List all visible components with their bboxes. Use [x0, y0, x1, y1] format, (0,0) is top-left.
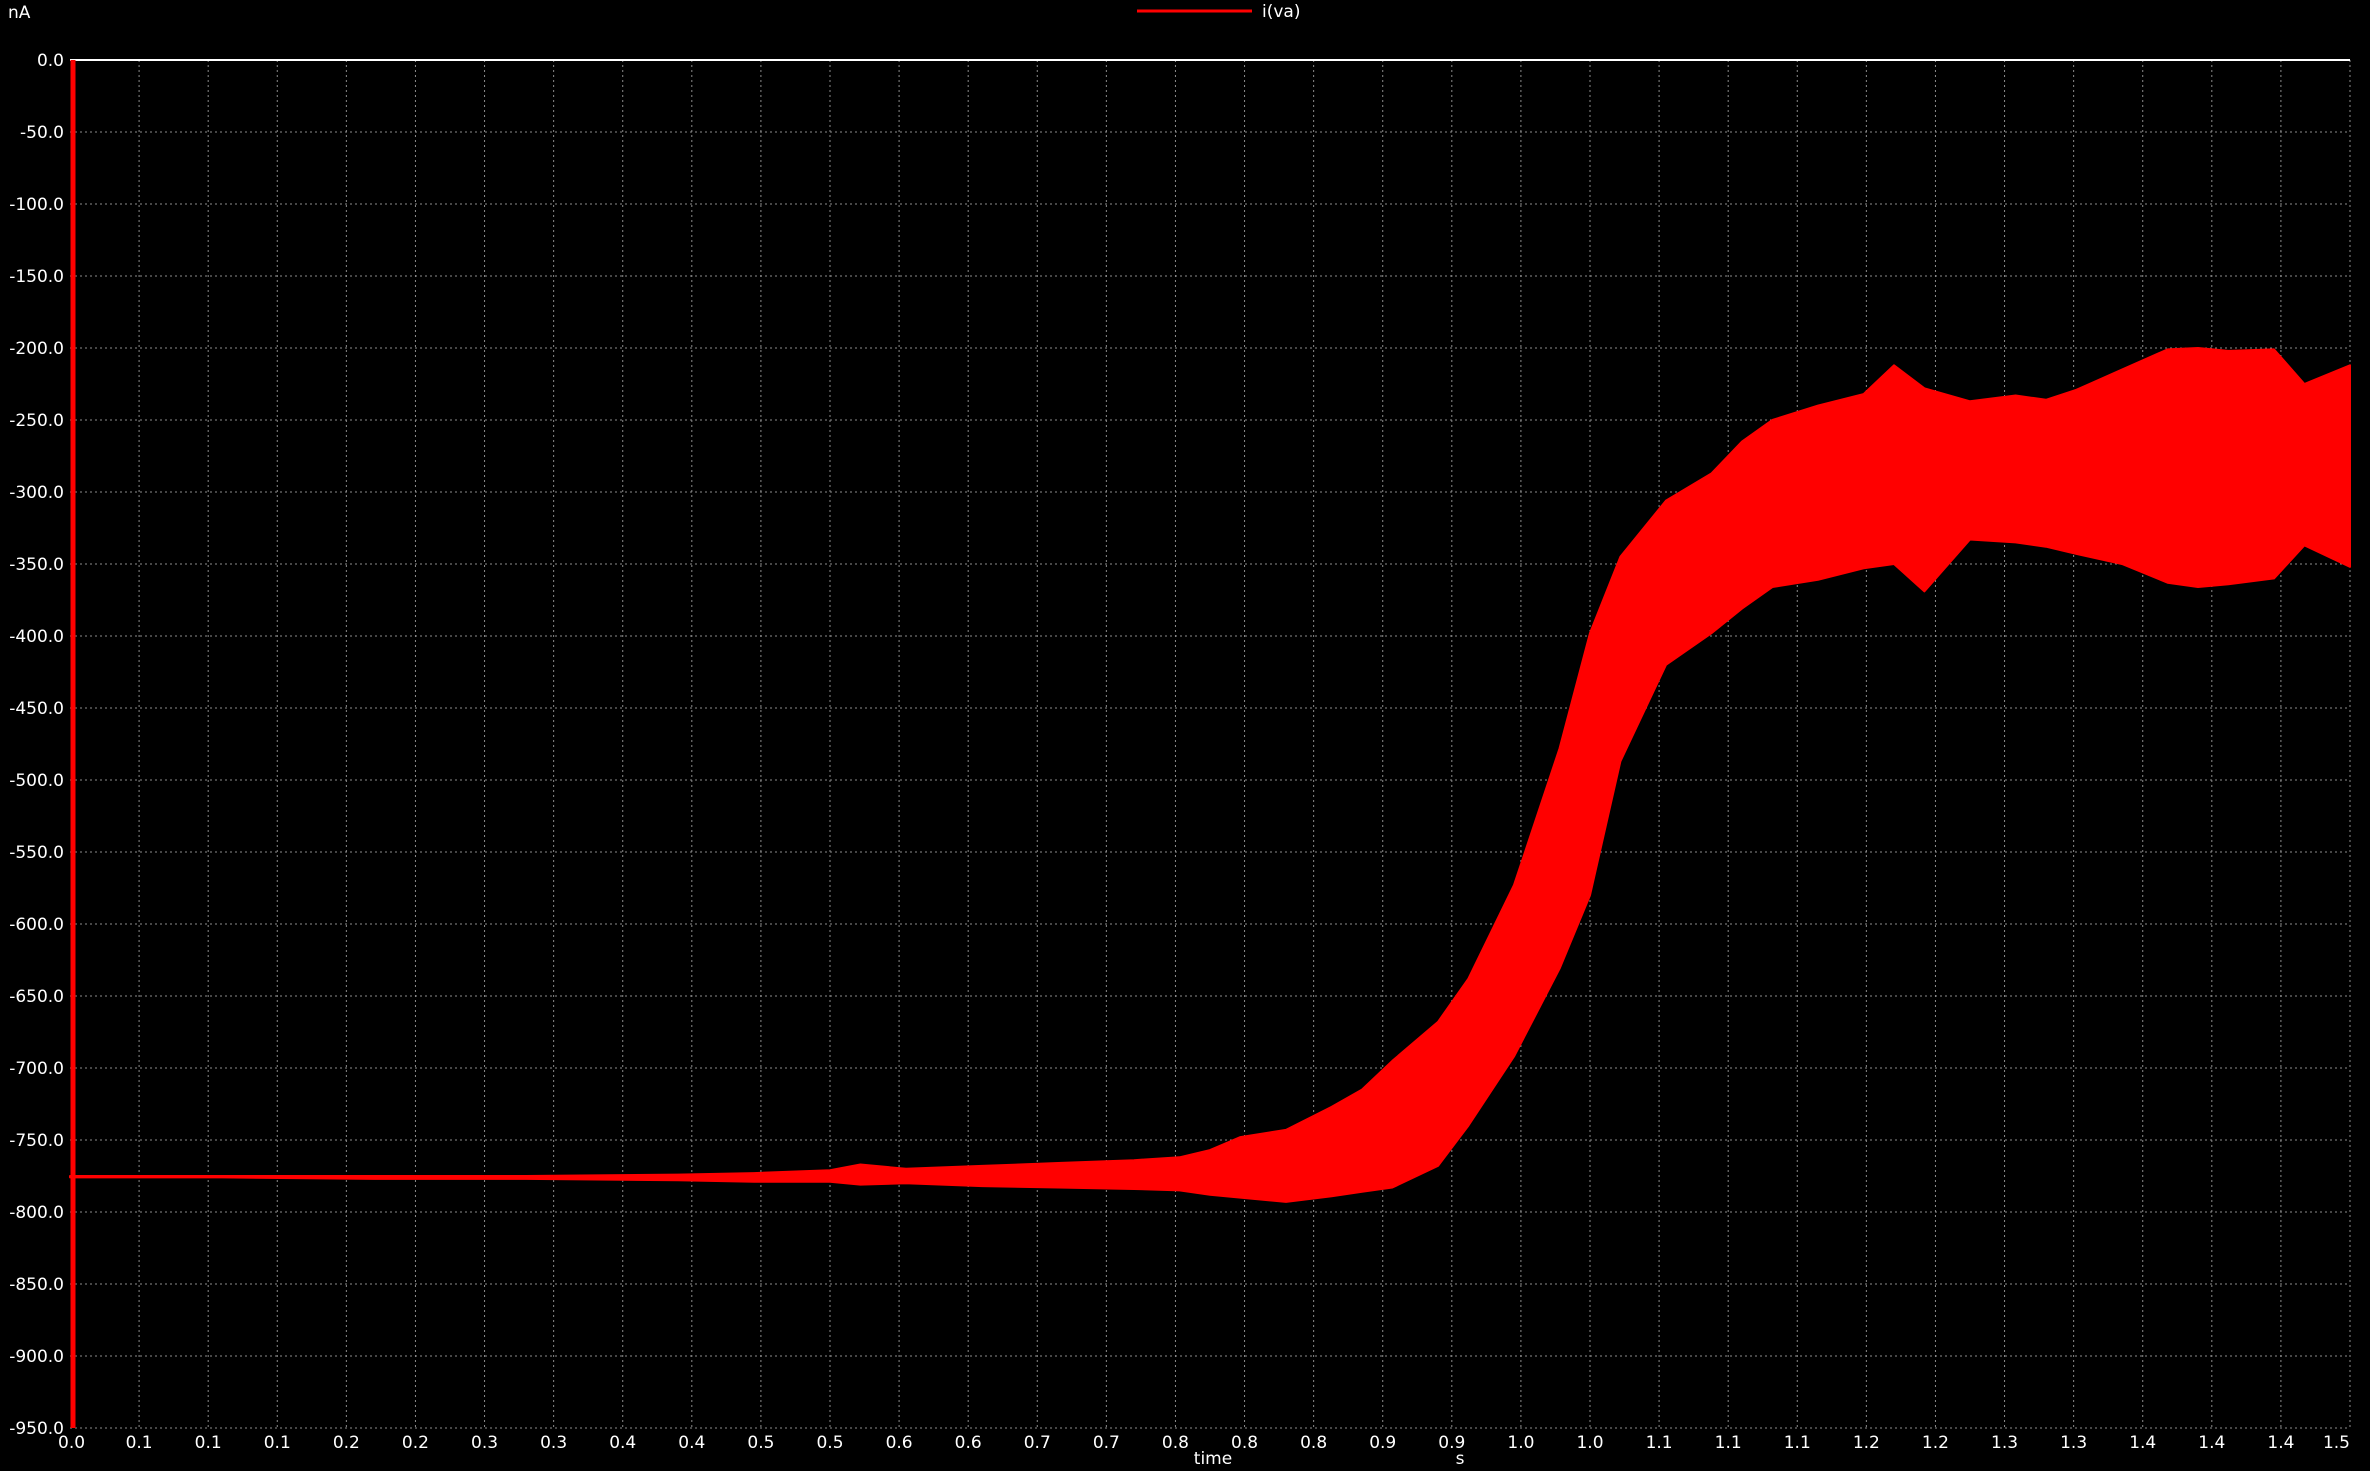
x-tick-label: 1.1 — [1646, 1433, 1673, 1453]
x-tick-label: 1.4 — [2198, 1433, 2225, 1453]
x-tick-label: 0.2 — [402, 1433, 429, 1453]
x-tick-label: 1.1 — [1715, 1433, 1742, 1453]
x-tick-label: 1.3 — [1991, 1433, 2018, 1453]
y-tick-label: -300.0 — [9, 483, 64, 503]
x-tick-label: 0.1 — [195, 1433, 222, 1453]
y-tick-label: 0.0 — [37, 51, 64, 71]
x-tick-label: 0.2 — [333, 1433, 360, 1453]
y-tick-label: -500.0 — [9, 771, 64, 791]
y-tick-label: -400.0 — [9, 627, 64, 647]
x-tick-label: 0.1 — [126, 1433, 153, 1453]
x-tick-label: 0.6 — [955, 1433, 982, 1453]
series-layer — [69, 347, 2351, 1203]
legend-label-i-va: i(va) — [1262, 2, 1300, 22]
x-tick-label: 1.1 — [1784, 1433, 1811, 1453]
x-tick-label: 1.5 — [2323, 1433, 2350, 1453]
x-tick-label: 0.7 — [1024, 1433, 1051, 1453]
x-tick-label: 0.4 — [609, 1433, 636, 1453]
x-tick-label: 0.3 — [540, 1433, 567, 1453]
x-tick-label: 1.4 — [2129, 1433, 2156, 1453]
x-tick-label: 1.2 — [1853, 1433, 1880, 1453]
y-tick-label: -800.0 — [9, 1203, 64, 1223]
y-tick-label: -50.0 — [20, 123, 64, 143]
x-tick-label: 0.5 — [747, 1433, 774, 1453]
x-tick-label: 0.6 — [886, 1433, 913, 1453]
y-tick-label: -900.0 — [9, 1347, 64, 1367]
grid — [70, 60, 2351, 1429]
y-tick-label: -650.0 — [9, 987, 64, 1007]
x-tick-labels: 0.0 0.1 0.1 0.1 0.2 0.2 0.3 0.3 0.4 0.4 0.5 0.5 0.6 0… — [58, 1433, 2350, 1453]
x-tick-label: 0.8 — [1162, 1433, 1189, 1453]
x-tick-label: 0.9 — [1369, 1433, 1396, 1453]
x-tick-label: 0.7 — [1093, 1433, 1120, 1453]
x-tick-label: 0.9 — [1438, 1433, 1465, 1453]
y-tick-label: -550.0 — [9, 843, 64, 863]
x-tick-label: 0.4 — [678, 1433, 705, 1453]
y-tick-label: -450.0 — [9, 699, 64, 719]
x-tick-label: 0.1 — [264, 1433, 291, 1453]
y-tick-label: -150.0 — [9, 267, 64, 287]
y-tick-labels: 0.0 -50.0 -100.0 -150.0 -200.0 -250.0 -300.0 -3… — [9, 51, 64, 1439]
x-tick-label: 0.3 — [471, 1433, 498, 1453]
legend: i(va) — [1137, 2, 1300, 22]
series-envelope-0 — [69, 347, 2351, 1203]
x-unit-label: s — [1456, 1449, 1465, 1469]
y-tick-label: -700.0 — [9, 1059, 64, 1079]
x-tick-label: 0.5 — [816, 1433, 843, 1453]
x-axis-title: time — [1194, 1449, 1232, 1469]
x-tick-label: 1.4 — [2267, 1433, 2294, 1453]
x-tick-label: 0.8 — [1300, 1433, 1327, 1453]
y-tick-label: -950.0 — [9, 1419, 64, 1439]
y-tick-label: -100.0 — [9, 195, 64, 215]
x-tick-label: 0.0 — [58, 1433, 85, 1453]
y-tick-label: -600.0 — [9, 915, 64, 935]
y-tick-label: -850.0 — [9, 1275, 64, 1295]
y-tick-label: -750.0 — [9, 1131, 64, 1151]
x-tick-label: 1.2 — [1922, 1433, 1949, 1453]
y-unit-label: nA — [8, 3, 31, 23]
x-tick-label: 0.8 — [1231, 1433, 1258, 1453]
y-tick-label: -200.0 — [9, 339, 64, 359]
x-tick-label: 1.3 — [2060, 1433, 2087, 1453]
y-tick-label: -250.0 — [9, 411, 64, 431]
x-tick-label: 1.0 — [1576, 1433, 1603, 1453]
y-tick-label: -350.0 — [9, 555, 64, 575]
x-tick-label: 1.0 — [1507, 1433, 1534, 1453]
